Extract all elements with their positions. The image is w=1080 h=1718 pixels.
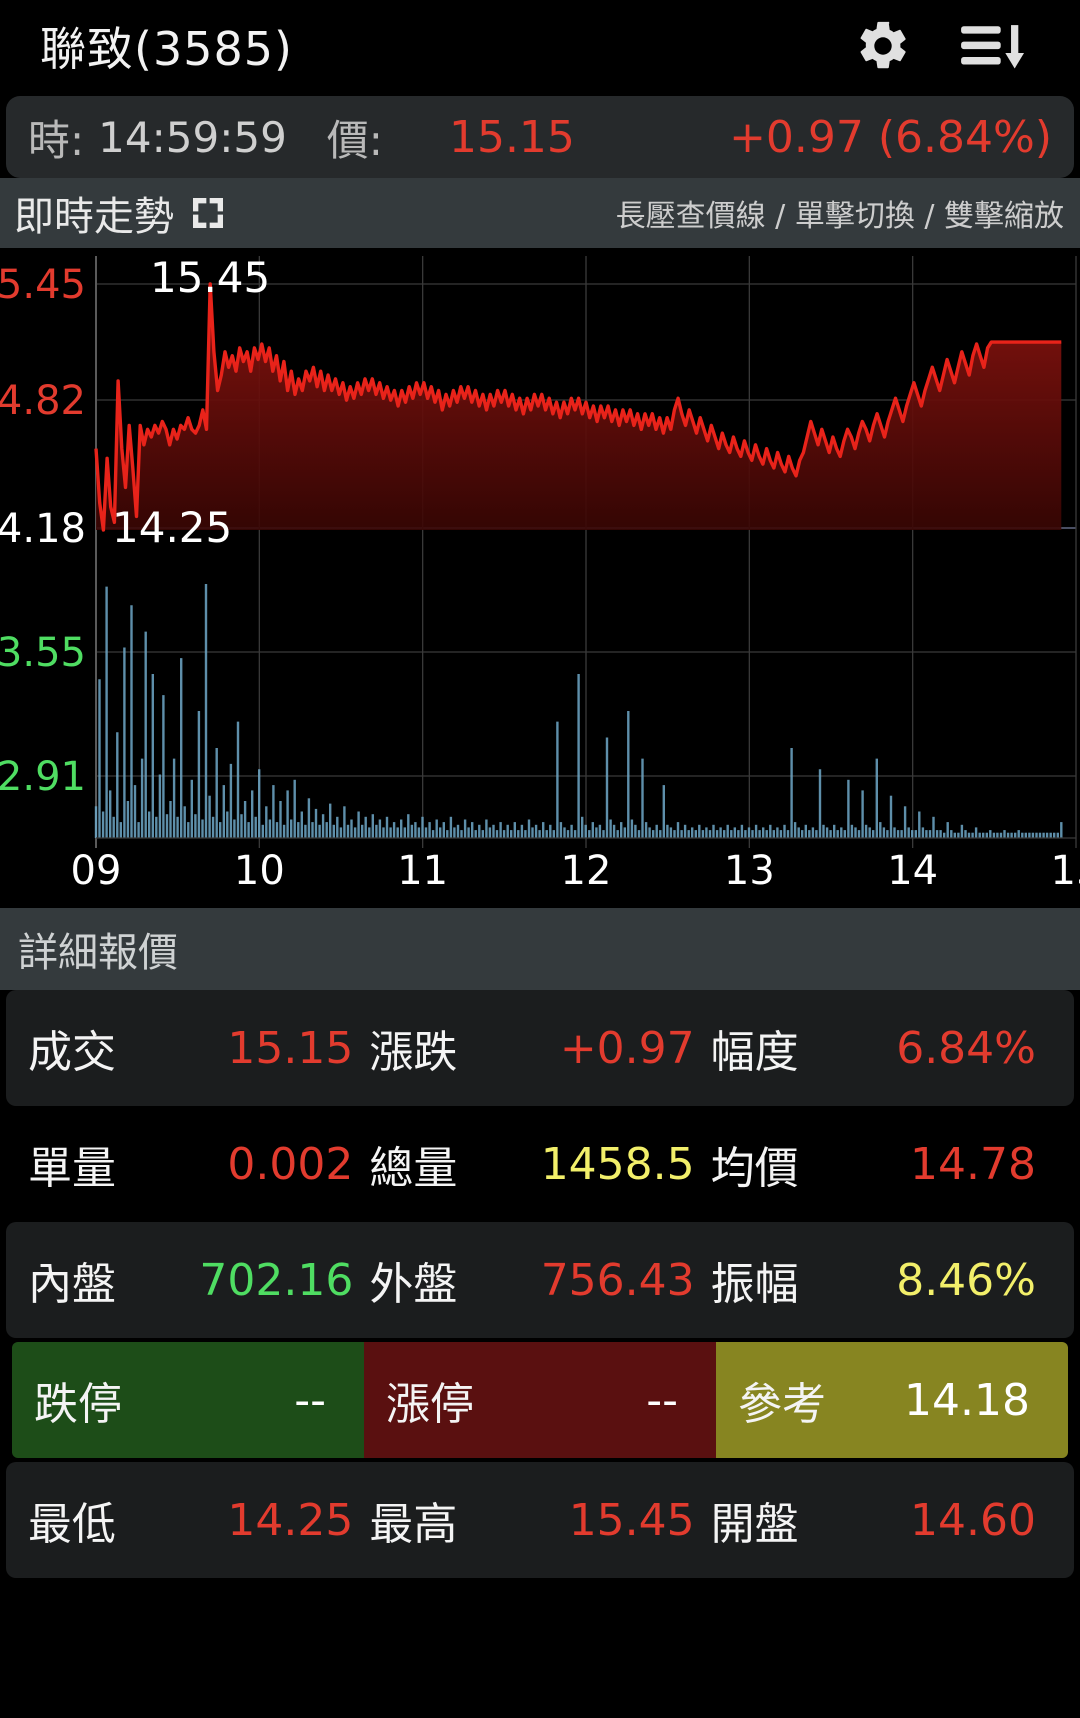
quote-time-value: 14:59:59 bbox=[98, 112, 287, 162]
quote-cell-label: 幅度 bbox=[710, 1027, 799, 1078]
quote-cell-value: 15.45 bbox=[568, 1494, 695, 1546]
chart-x-label: 11 bbox=[397, 848, 448, 894]
app-bar: 聯致(3585) bbox=[0, 0, 1080, 92]
limit-cell-label: 參考 bbox=[738, 1379, 826, 1430]
chart-y-label: 15.45 bbox=[0, 262, 86, 308]
chart-title: 即時走勢 bbox=[14, 194, 174, 240]
chart-x-label: 15 bbox=[1051, 848, 1080, 894]
limit-price-cell: 跌停 -- bbox=[12, 1342, 364, 1458]
chart-section-header: 即時走勢 長壓查價線 / 單擊切換 / 雙擊縮放 bbox=[0, 178, 1080, 248]
limit-cell-label: 漲停 bbox=[386, 1379, 474, 1430]
chart-x-label: 14 bbox=[887, 848, 938, 894]
quote-cell-value: +0.97 bbox=[559, 1022, 695, 1074]
quote-time-label: 時: bbox=[28, 115, 85, 165]
quote-cell-value: 14.25 bbox=[227, 1494, 354, 1546]
chart-high-annotation: 15.45 bbox=[150, 253, 270, 302]
quote-price-value: 15.15 bbox=[448, 111, 575, 163]
quote-cell: 內盤 702.16 bbox=[28, 1248, 369, 1312]
quote-cell-value: 756.43 bbox=[540, 1254, 695, 1306]
chart-area-fill bbox=[96, 284, 1062, 530]
quote-cell: 均價 14.78 bbox=[711, 1132, 1052, 1196]
quote-cell: 外盤 756.43 bbox=[369, 1248, 710, 1312]
quote-cell-label: 最低 bbox=[28, 1499, 116, 1550]
gear-icon[interactable] bbox=[854, 17, 912, 75]
quote-price-label: 價: bbox=[326, 115, 383, 165]
app-bar-actions bbox=[854, 17, 1054, 75]
quote-strip[interactable]: 時: 14:59:59 價: 15.15 +0.97 (6.84%) bbox=[6, 96, 1074, 178]
limit-cell-value: -- bbox=[294, 1374, 326, 1426]
quote-cell-value: 0.002 bbox=[227, 1138, 354, 1190]
detail-quote-header: 詳細報價 bbox=[0, 908, 1080, 990]
limit-price-cell: 漲停 -- bbox=[364, 1342, 716, 1458]
quote-cell: 最低 14.25 bbox=[28, 1488, 369, 1552]
quote-cell: 成交 15.15 bbox=[28, 1016, 369, 1080]
quote-cell-label: 單量 bbox=[28, 1143, 116, 1194]
chart-low-annotation: 14.25 bbox=[112, 503, 232, 552]
quote-cell-value: 15.15 bbox=[227, 1022, 354, 1074]
chart-y-label: 14.18 bbox=[0, 506, 86, 552]
fullscreen-expand-icon[interactable] bbox=[188, 193, 228, 233]
quote-cell-label: 外盤 bbox=[369, 1259, 458, 1310]
table-row-1: 單量 0.002 總量 1458.5 均價 14.78 bbox=[6, 1106, 1074, 1222]
quote-cell-value: 702.16 bbox=[199, 1254, 354, 1306]
quote-cell: 最高 15.45 bbox=[369, 1488, 710, 1552]
quote-cell: 單量 0.002 bbox=[28, 1132, 369, 1196]
quote-cell-value: 8.46% bbox=[896, 1254, 1036, 1306]
chart-x-label: 13 bbox=[724, 848, 775, 894]
quote-cell-label: 均價 bbox=[710, 1143, 799, 1194]
list-sort-descending-icon[interactable] bbox=[960, 17, 1026, 75]
chart-y-label: 12.91 bbox=[0, 754, 86, 800]
quote-cell: 漲跌 +0.97 bbox=[369, 1016, 710, 1080]
quote-cell-label: 開盤 bbox=[710, 1499, 799, 1550]
quote-cell-value: 1458.5 bbox=[540, 1138, 695, 1190]
table-row-last: 最低 14.25 最高 15.45 開盤 14.60 bbox=[6, 1462, 1074, 1578]
quote-cell-label: 總量 bbox=[369, 1143, 458, 1194]
chart-x-label: 12 bbox=[561, 848, 612, 894]
quote-cell-label: 最高 bbox=[369, 1499, 458, 1550]
quote-cell-label: 漲跌 bbox=[369, 1027, 458, 1078]
quote-cell-value: 14.60 bbox=[910, 1494, 1036, 1546]
limit-cell-value: -- bbox=[646, 1374, 678, 1426]
quote-cell-value: 6.84% bbox=[896, 1022, 1036, 1074]
chart-gesture-hint: 長壓查價線 / 單擊切換 / 雙擊縮放 bbox=[615, 199, 1064, 234]
limit-cell-value: 14.18 bbox=[904, 1374, 1030, 1426]
detail-quote-title: 詳細報價 bbox=[18, 930, 178, 976]
table-row-0: 成交 15.15 漲跌 +0.97 幅度 6.84% bbox=[6, 990, 1074, 1106]
chart-canvas[interactable]: 15.45 14.82 14.18 13.55 12.91 15.45 14.25 09 10 1… bbox=[0, 248, 1080, 908]
page-title: 聯致(3585) bbox=[40, 22, 293, 76]
chart-x-label: 09 bbox=[71, 848, 122, 894]
quote-cell: 幅度 6.84% bbox=[711, 1016, 1052, 1080]
quote-cell-label: 內盤 bbox=[28, 1259, 116, 1310]
intraday-chart[interactable]: 15.45 14.82 14.18 13.55 12.91 15.45 14.25 09 10 1… bbox=[0, 248, 1080, 908]
limit-price-row: 跌停 -- 漲停 -- 參考 14.18 bbox=[12, 1342, 1068, 1458]
chart-y-label: 14.82 bbox=[0, 378, 86, 424]
quote-cell: 振幅 8.46% bbox=[711, 1248, 1052, 1312]
quote-table: 成交 15.15 漲跌 +0.97 幅度 6.84% 單量 0.002 總量 1458.5 均價 14… bbox=[0, 990, 1080, 1578]
limit-price-cell: 參考 14.18 bbox=[716, 1342, 1068, 1458]
chart-price-line bbox=[94, 282, 1062, 532]
quote-change-value: +0.97 (6.84%) bbox=[729, 111, 1052, 163]
limit-cell-label: 跌停 bbox=[34, 1379, 122, 1430]
table-row-2: 內盤 702.16 外盤 756.43 振幅 8.46% bbox=[6, 1222, 1074, 1338]
quote-cell-label: 成交 bbox=[28, 1027, 116, 1078]
quote-cell-label: 振幅 bbox=[710, 1259, 799, 1310]
chart-y-label: 13.55 bbox=[0, 630, 86, 676]
quote-cell: 開盤 14.60 bbox=[711, 1488, 1052, 1552]
chart-x-label: 10 bbox=[234, 848, 285, 894]
quote-cell: 總量 1458.5 bbox=[369, 1132, 710, 1196]
quote-cell-value: 14.78 bbox=[910, 1138, 1036, 1190]
